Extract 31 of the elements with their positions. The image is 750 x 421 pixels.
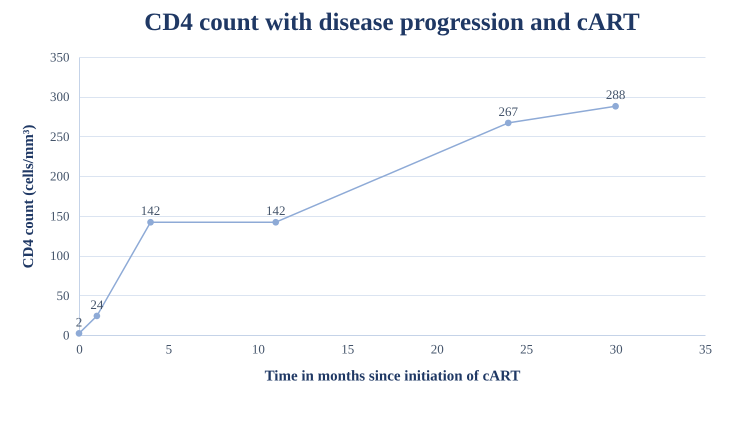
- data-label: 142: [266, 203, 286, 218]
- x-tick-label: 5: [166, 342, 172, 356]
- data-label: 288: [606, 87, 626, 102]
- y-tick-label: 350: [50, 50, 70, 64]
- x-tick-label: 0: [76, 342, 83, 356]
- point: [94, 312, 100, 320]
- x-tick-label: 15: [341, 342, 354, 356]
- y-tick-label: 150: [50, 208, 70, 224]
- point: [612, 102, 619, 110]
- x-tick-label: 35: [699, 342, 712, 356]
- y-tick-label: 300: [50, 89, 70, 104]
- point: [504, 120, 512, 126]
- y-tick-label: 250: [50, 128, 70, 144]
- y-tick-label: 200: [50, 168, 70, 184]
- data-label: 267: [498, 104, 519, 119]
- data-label: 2: [76, 314, 82, 330]
- point: [272, 218, 280, 226]
- point: [76, 330, 82, 337]
- chart-title: CD4 count with disease progression and cART: [144, 9, 640, 36]
- x-tick-label: 25: [520, 342, 534, 356]
- x-tick-label: 30: [610, 342, 623, 356]
- x-tick-label: 10: [252, 342, 265, 356]
- y-axis-title: CD4 count (cells/mm³): [21, 124, 37, 268]
- x-axis-title: Time in months since initiation of cART: [264, 368, 520, 384]
- data-label: 142: [140, 203, 160, 218]
- y-tick-label: 100: [50, 248, 70, 264]
- point: [147, 218, 154, 226]
- x-tick-label: 20: [430, 342, 444, 356]
- data-label: 24: [90, 296, 104, 312]
- y-tick-label: 0: [63, 328, 70, 342]
- y-tick-label: 50: [56, 288, 70, 303]
